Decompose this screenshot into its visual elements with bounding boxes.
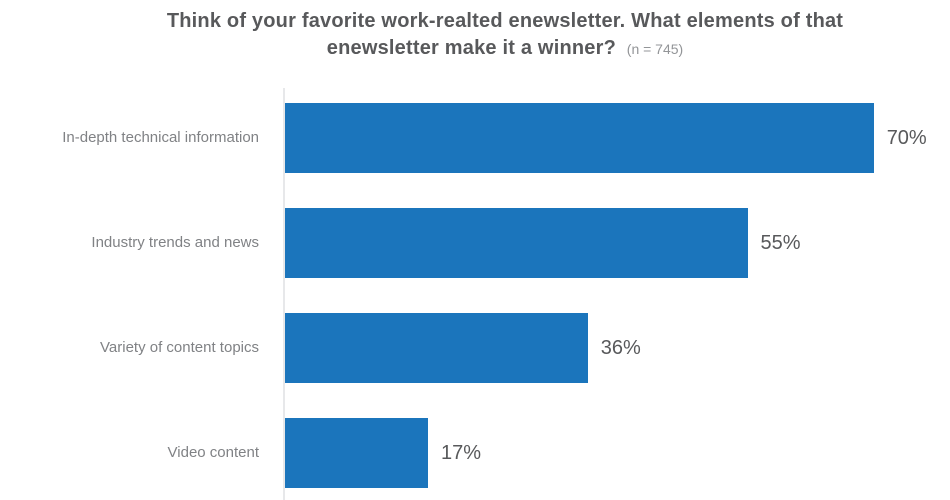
value-label: 70% (886, 126, 927, 149)
value-label: 17% (440, 441, 481, 464)
category-label: In-depth technical information (62, 129, 259, 146)
bar-rows: In-depth technical information 70% Industr… (62, 103, 950, 500)
bar-row: Industry trends and news 55% (91, 208, 950, 278)
bar-row: Variety of content topics 36% (100, 313, 950, 383)
chart-title-line1: Think of your favorite work-realted enew… (166, 10, 844, 32)
bar (285, 208, 748, 278)
chart-title-line2: enewsletter make it a winner? (326, 37, 617, 59)
value-label: 55% (760, 231, 801, 254)
bar (285, 103, 874, 173)
category-label: Variety of content topics (100, 339, 259, 356)
sample-size-note: (n = 745) (626, 41, 684, 57)
chart-title: Think of your favorite work-realted enew… (60, 8, 950, 63)
chart-title-line2-row: enewsletter make it a winner? (n = 745) (60, 35, 950, 63)
y-axis-line (283, 88, 285, 500)
category-label: Video content (167, 444, 259, 461)
bar-row: In-depth technical information 70% (62, 103, 950, 173)
bar-row: Video content 17% (168, 418, 950, 488)
bar (285, 313, 588, 383)
bar (285, 418, 428, 488)
plot-area: In-depth technical information 70% Industr… (62, 88, 950, 500)
category-label: Industry trends and news (91, 234, 259, 251)
value-label: 36% (600, 336, 641, 359)
